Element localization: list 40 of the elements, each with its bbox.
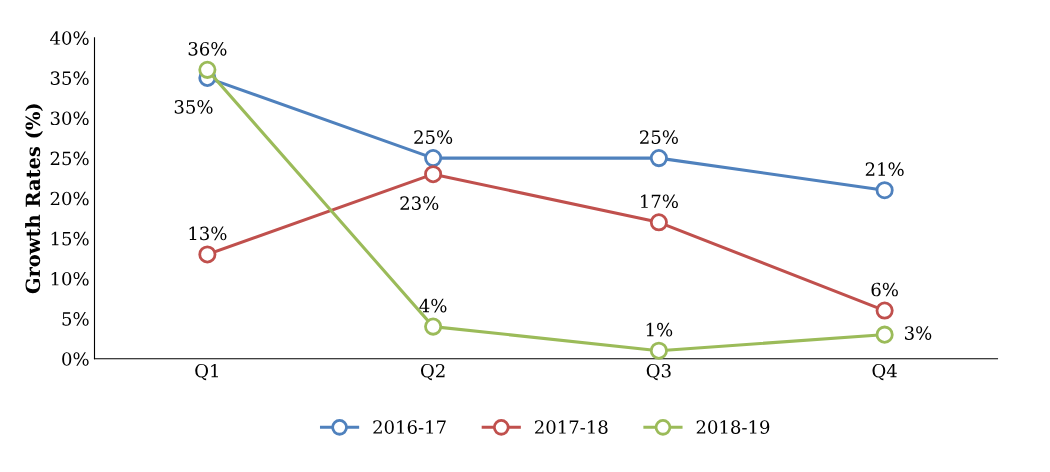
data-label: 13%	[189, 226, 227, 241]
data-label: 3%	[905, 326, 932, 340]
x-tick-label: Q1	[195, 363, 218, 381]
data-label: 4%	[419, 298, 447, 313]
legend-label: 2018-19	[696, 420, 770, 434]
y-tick-label: 10%	[51, 271, 89, 286]
x-tick-label: Q4	[872, 363, 897, 381]
y-axis-title: Growth Rates (%)	[25, 104, 43, 294]
point	[198, 60, 217, 79]
point	[649, 341, 668, 360]
point	[875, 325, 894, 344]
data-label: 23%	[400, 196, 439, 210]
point	[875, 181, 894, 200]
point	[875, 301, 894, 320]
x-tick-label: Q3	[646, 363, 671, 381]
y-tick-label: 25%	[50, 151, 89, 166]
data-label: 35%	[174, 100, 213, 114]
point	[424, 165, 443, 184]
data-label: 17%	[641, 194, 678, 209]
x-tick-label: Q2	[420, 363, 445, 381]
data-label: 1%	[646, 322, 673, 337]
data-label: 25%	[640, 130, 678, 144]
point	[424, 149, 443, 168]
data-label: 25%	[414, 130, 453, 144]
legend-label: 2016-17	[373, 420, 446, 434]
y-tick-label: 30%	[50, 111, 89, 126]
y-tick-label: 0%	[62, 352, 89, 366]
point	[649, 149, 668, 168]
point	[649, 213, 668, 232]
y-tick-label: 5%	[62, 312, 89, 326]
y-tick-label: 35%	[50, 71, 89, 85]
data-label: 21%	[865, 162, 904, 177]
point	[198, 245, 217, 264]
data-label: 36%	[188, 41, 227, 56]
y-tick-label: 20%	[50, 191, 89, 206]
y-tick-label: 40%	[50, 31, 89, 45]
data-label: 6%	[871, 282, 898, 297]
legend-label: 2017-18	[534, 420, 608, 434]
point	[424, 317, 443, 336]
y-tick-label: 15%	[51, 231, 89, 246]
